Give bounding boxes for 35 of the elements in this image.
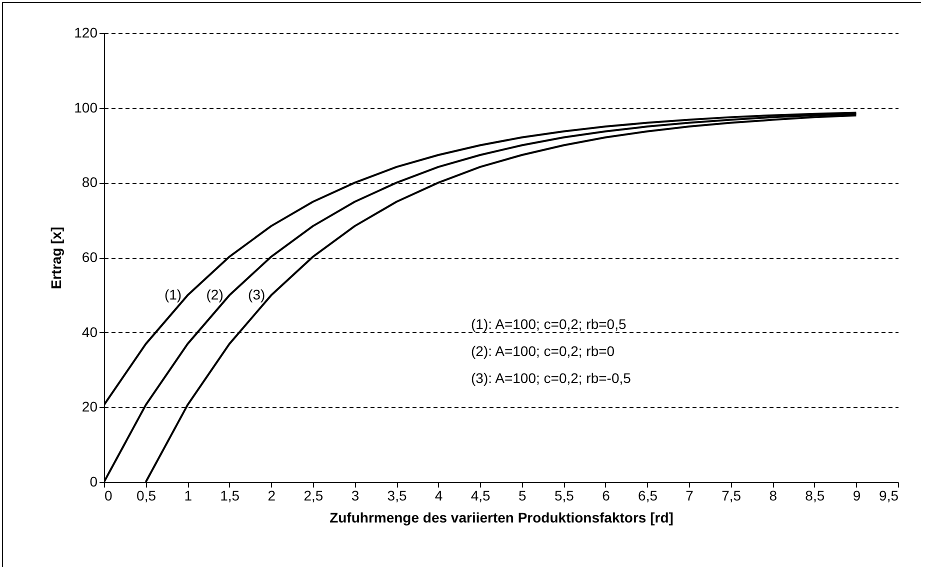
annotation: (2): A=100; c=0,2; rb=0 (471, 343, 615, 359)
y-axis-title: Ertrag [x] (48, 226, 64, 290)
x-tick-label: 1,5 (220, 488, 240, 504)
x-tick-label: 3,5 (387, 488, 407, 504)
x-tick-label: 8,5 (805, 488, 825, 504)
x-tick-label: 5,5 (554, 488, 574, 504)
x-tick-label: 4 (434, 488, 443, 504)
series-label: (3) (248, 286, 266, 302)
y-tick-label: 120 (74, 24, 98, 40)
annotation: (3): A=100; c=0,2; rb=-0,5 (471, 370, 632, 386)
x-tick-label: 7,5 (722, 488, 742, 504)
x-tick-label: 9 (852, 488, 861, 504)
x-tick-label: 2,5 (304, 488, 324, 504)
x-tick-label: 7 (686, 488, 694, 504)
x-axis-title: Zufuhrmenge des variierten Produktionsfaktors [rd] (330, 510, 674, 526)
x-tick-label: 2 (268, 488, 276, 504)
y-tick-label: 40 (82, 324, 98, 340)
x-tick-label: 8 (769, 488, 778, 504)
y-tick-label: 80 (82, 174, 98, 190)
y-tick-label: 60 (82, 249, 98, 265)
x-tick-label: 6 (602, 488, 610, 504)
x-tick-label: 4,5 (470, 488, 491, 504)
x-tick-label: 3 (351, 488, 360, 504)
x-tick-label: 0,5 (136, 488, 156, 504)
y-tick-label: 20 (82, 398, 98, 415)
x-tick-label: 0 (104, 488, 112, 504)
series-label: (1) (164, 286, 182, 302)
y-tick-label: 100 (74, 99, 98, 116)
x-tick-label: 6,5 (638, 488, 658, 504)
series-label: (2) (206, 286, 224, 302)
x-tick-label: 1 (184, 488, 192, 504)
x-tick-label: 9,5 (879, 488, 899, 504)
annotation: (1): A=100; c=0,2; rb=0,5 (471, 316, 626, 332)
x-tick-label: 5 (518, 488, 526, 504)
y-tick-label: 0 (90, 474, 98, 490)
